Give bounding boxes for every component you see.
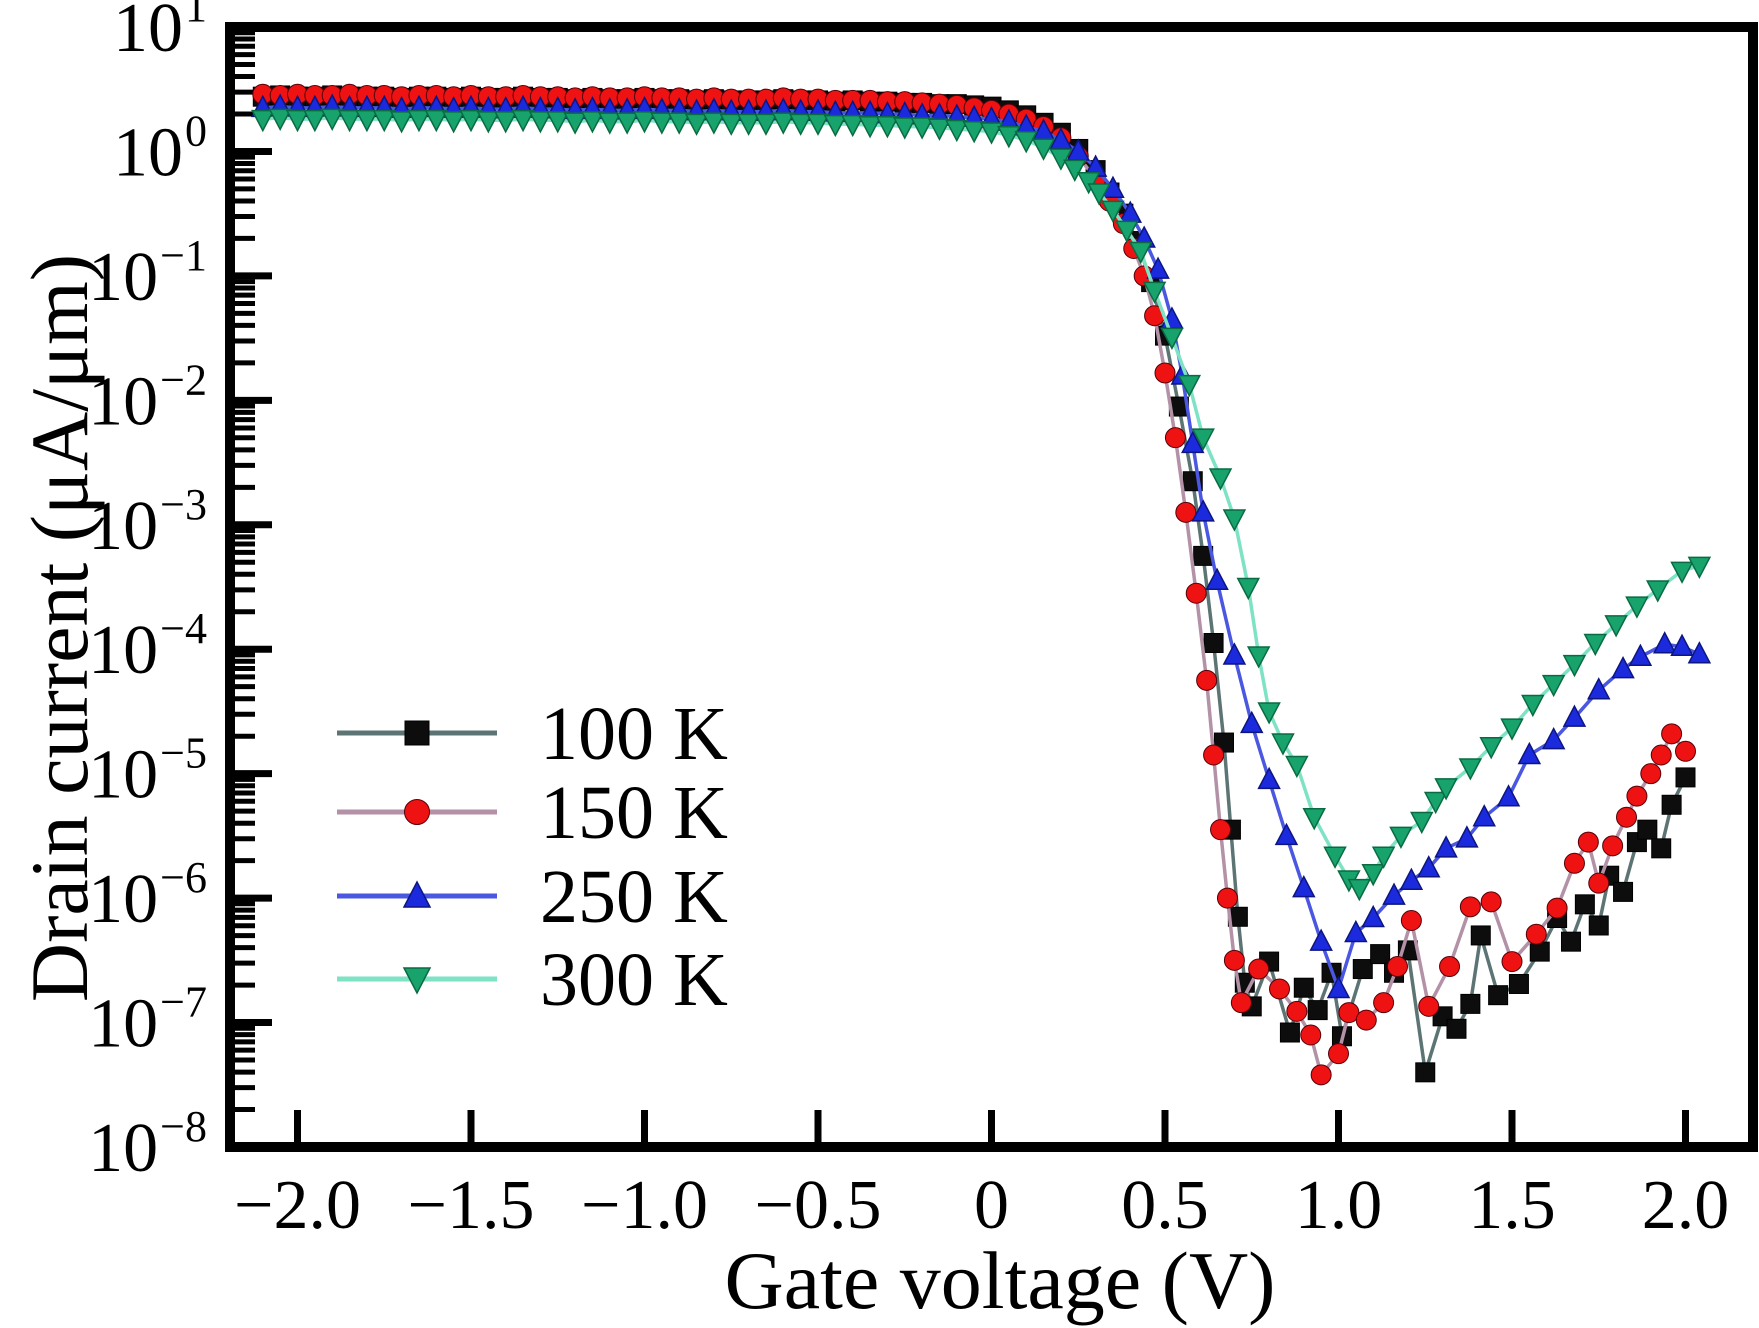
y-tick-label: 10−2	[88, 355, 207, 440]
legend-label: 150 K	[540, 771, 728, 855]
y-tick-label: 10−1	[88, 231, 207, 316]
legend-label: 300 K	[540, 938, 728, 1022]
y-tick-label: 100	[113, 106, 207, 191]
x-axis: −2.0 −1.5 −1.0 −0.5 0 0.5 1.0 1.5 2.0	[234, 1110, 1729, 1244]
series-line	[262, 104, 1701, 991]
y-tick-label: 10−6	[88, 853, 207, 938]
y-axis-title: Drain current (μA/μm)	[14, 253, 105, 1003]
plot-frame	[225, 22, 1758, 1152]
series-300-k	[251, 108, 1712, 902]
x-tick-label: 0.5	[1121, 1167, 1209, 1244]
y-tick-label: 101	[113, 0, 207, 67]
y-tick-label: 10−5	[88, 729, 207, 814]
legend-item-150-k: 150 K	[337, 771, 728, 855]
y-tick-label: 10−3	[88, 480, 207, 565]
legend-label: 100 K	[540, 692, 728, 776]
series-line	[262, 116, 1700, 890]
x-tick-label: −0.5	[755, 1167, 882, 1244]
y-tick-label: 10−7	[88, 978, 207, 1063]
y-tick-label: 10−8	[88, 1102, 207, 1187]
y-axis: 101 100 10−1 10−2 10−3 10−4 10−5 10−6 10−7 10−8	[88, 0, 272, 1187]
series-250-k	[251, 93, 1712, 999]
x-tick-label: 1.5	[1468, 1167, 1556, 1244]
x-tick-label: 0	[974, 1167, 1009, 1244]
x-tick-label: −1.0	[581, 1167, 708, 1244]
x-tick-label: −1.5	[408, 1167, 535, 1244]
legend-label: 250 K	[540, 855, 728, 939]
x-tick-label: 1.0	[1295, 1167, 1383, 1244]
y-tick-label: 10−4	[88, 604, 207, 689]
x-tick-label: 2.0	[1642, 1167, 1730, 1244]
legend-item-100-k: 100 K	[337, 692, 728, 776]
x-axis-title: Gate voltage (V)	[724, 1235, 1276, 1326]
x-tick-label: −2.0	[234, 1167, 361, 1244]
series-100-k	[252, 85, 1696, 1083]
legend-item-300-k: 300 K	[337, 938, 728, 1022]
legend-item-250-k: 250 K	[337, 855, 728, 939]
